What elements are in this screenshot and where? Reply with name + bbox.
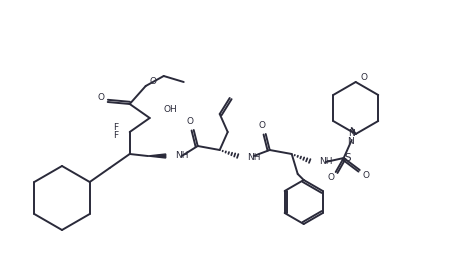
Text: F: F [113, 123, 118, 132]
Text: O: O [362, 171, 369, 181]
Polygon shape [148, 154, 166, 158]
Text: N: N [347, 137, 354, 145]
Text: O: O [186, 118, 193, 126]
Text: O: O [360, 73, 367, 81]
Text: S: S [345, 153, 351, 163]
Text: F: F [113, 131, 118, 140]
Text: O: O [258, 121, 265, 131]
Text: NH: NH [319, 158, 332, 166]
Text: N: N [348, 129, 355, 137]
Text: O: O [327, 174, 334, 182]
Text: NH: NH [247, 153, 260, 161]
Text: OH: OH [164, 105, 177, 115]
Text: O: O [97, 94, 104, 102]
Text: NH: NH [175, 152, 188, 161]
Text: O: O [149, 76, 156, 86]
